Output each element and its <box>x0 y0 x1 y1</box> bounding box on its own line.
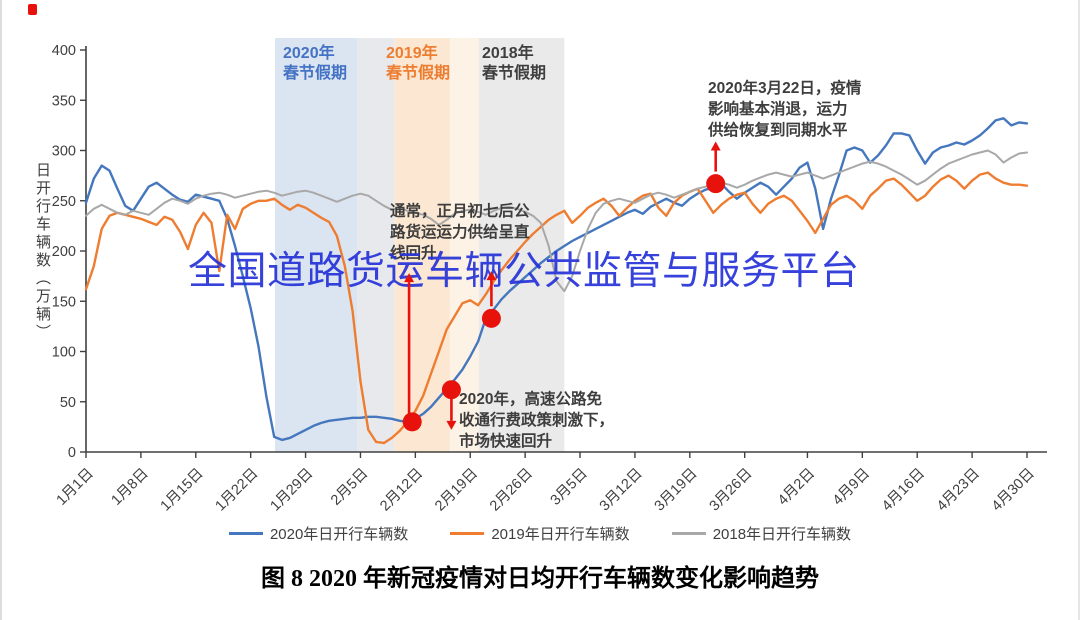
legend-swatch <box>450 532 484 535</box>
event-dot <box>442 380 461 399</box>
event-arrow-head <box>404 273 414 282</box>
legend-swatch <box>672 532 706 535</box>
legend-item: 2018年日开行车辆数 <box>672 523 851 544</box>
event-dot <box>482 309 501 328</box>
event-arrow-head <box>446 421 456 430</box>
event-dot <box>706 174 725 193</box>
legend-label: 2019年日开行车辆数 <box>491 523 629 544</box>
legend-item: 2020年日开行车辆数 <box>229 523 408 544</box>
event-arrow-head <box>486 271 496 280</box>
legend-swatch <box>229 532 263 535</box>
legend-label: 2020年日开行车辆数 <box>270 523 408 544</box>
figure-caption: 图 8 2020 年新冠疫情对日均开行车辆数变化影响趋势 <box>2 558 1078 593</box>
legend-label: 2018年日开行车辆数 <box>713 523 851 544</box>
legend-item: 2019年日开行车辆数 <box>450 523 629 544</box>
event-dot <box>403 412 422 431</box>
legend: 2020年日开行车辆数 2019年日开行车辆数 2018年日开行车辆数 <box>2 523 1078 544</box>
event-arrow-head <box>711 141 721 150</box>
red-speck <box>28 4 37 15</box>
page: 0501001502002503003504001月1日1月8日1月15日1月2… <box>0 0 1080 620</box>
